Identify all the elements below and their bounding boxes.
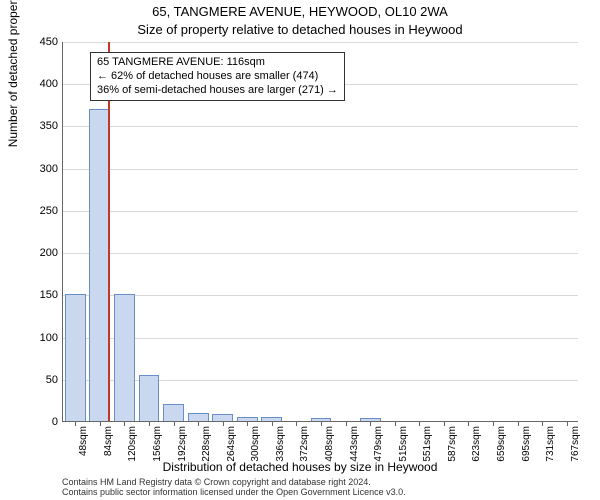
x-tick-label: 659sqm [496, 426, 507, 476]
y-tick-label: 100 [18, 332, 58, 344]
y-tick-label: 400 [18, 78, 58, 90]
x-tick [272, 421, 273, 426]
x-tick [124, 421, 125, 426]
x-tick-label: 443sqm [349, 426, 360, 476]
y-tick-label: 300 [18, 163, 58, 175]
x-tick [149, 421, 150, 426]
x-tick-label: 372sqm [299, 426, 310, 476]
x-tick [100, 421, 101, 426]
footer-line2: Contains public sector information licen… [62, 488, 406, 498]
x-tick-label: 192sqm [177, 426, 188, 476]
x-tick-label: 228sqm [201, 426, 212, 476]
x-tick-label: 551sqm [422, 426, 433, 476]
gridline [63, 295, 578, 296]
x-tick [247, 421, 248, 426]
x-tick-label: 84sqm [103, 426, 114, 476]
x-tick [395, 421, 396, 426]
x-tick-label: 587sqm [447, 426, 458, 476]
histogram-bar [188, 413, 209, 421]
gridline [63, 211, 578, 212]
y-tick-label: 0 [18, 416, 58, 428]
x-tick-label: 264sqm [226, 426, 237, 476]
x-tick [346, 421, 347, 426]
x-tick-label: 479sqm [373, 426, 384, 476]
x-tick [370, 421, 371, 426]
x-tick [174, 421, 175, 426]
footer-attribution: Contains HM Land Registry data © Crown c… [62, 478, 406, 498]
x-tick [198, 421, 199, 426]
x-tick [468, 421, 469, 426]
histogram-bar [65, 294, 86, 421]
x-tick-label: 408sqm [324, 426, 335, 476]
x-tick-label: 156sqm [152, 426, 163, 476]
annotation-line: ← 62% of detached houses are smaller (47… [97, 70, 338, 84]
x-tick [444, 421, 445, 426]
x-tick-label: 731sqm [545, 426, 556, 476]
y-tick-label: 450 [18, 36, 58, 48]
gridline [63, 338, 578, 339]
x-tick-label: 695sqm [521, 426, 532, 476]
y-tick-label: 200 [18, 247, 58, 259]
histogram-bar [163, 404, 184, 421]
histogram-bar [89, 109, 110, 421]
x-tick [296, 421, 297, 426]
x-tick [493, 421, 494, 426]
y-tick-label: 150 [18, 289, 58, 301]
x-tick-label: 515sqm [398, 426, 409, 476]
annotation-line: 36% of semi-detached houses are larger (… [97, 84, 338, 98]
chart-address-title: 65, TANGMERE AVENUE, HEYWOOD, OL10 2WA [0, 4, 600, 19]
x-tick [419, 421, 420, 426]
x-tick-label: 336sqm [275, 426, 286, 476]
histogram-bar [212, 414, 233, 421]
x-tick [567, 421, 568, 426]
y-tick-label: 350 [18, 120, 58, 132]
chart-container: 65, TANGMERE AVENUE, HEYWOOD, OL10 2WA S… [0, 0, 600, 500]
x-tick [223, 421, 224, 426]
x-tick-label: 120sqm [127, 426, 138, 476]
x-tick [518, 421, 519, 426]
annotation-line: 65 TANGMERE AVENUE: 116sqm [97, 56, 338, 70]
x-tick-label: 300sqm [250, 426, 261, 476]
x-tick-label: 767sqm [570, 426, 581, 476]
chart-subtitle: Size of property relative to detached ho… [0, 22, 600, 37]
histogram-bar [139, 375, 160, 421]
y-tick-label: 50 [18, 374, 58, 386]
gridline [63, 42, 578, 43]
x-tick [321, 421, 322, 426]
x-tick-label: 623sqm [471, 426, 482, 476]
x-tick [542, 421, 543, 426]
y-tick-label: 250 [18, 205, 58, 217]
annotation-box: 65 TANGMERE AVENUE: 116sqm← 62% of detac… [90, 52, 345, 101]
gridline [63, 169, 578, 170]
x-tick [75, 421, 76, 426]
histogram-bar [114, 294, 135, 421]
gridline [63, 253, 578, 254]
x-tick-label: 48sqm [78, 426, 89, 476]
gridline [63, 126, 578, 127]
